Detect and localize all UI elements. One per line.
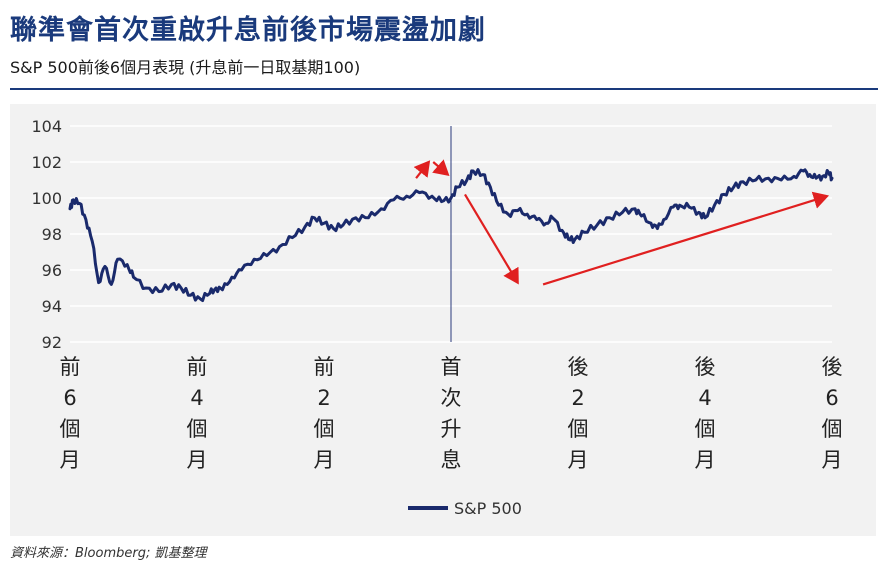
x-tick-label: 6	[825, 386, 838, 410]
sp500-series-line	[68, 168, 834, 303]
x-tick-label: 前	[60, 355, 81, 379]
x-tick-label: 月	[187, 448, 208, 472]
trend-arrow	[432, 159, 450, 177]
x-tick-label: 個	[568, 417, 589, 441]
x-tick-label: 6	[63, 386, 76, 410]
x-tick-label: 個	[314, 417, 335, 441]
x-tick-label: 息	[441, 448, 462, 472]
x-tick-label: 個	[60, 417, 81, 441]
y-tick-label: 100	[31, 189, 62, 208]
x-tick-label: 月	[822, 448, 843, 472]
y-tick-label: 104	[31, 117, 62, 136]
chart-title: 聯準會首次重啟升息前後市場震盪加劇	[10, 15, 486, 46]
y-tick-label: 102	[31, 153, 62, 172]
y-tick-label: 96	[42, 261, 62, 280]
x-tick-label: 個	[187, 417, 208, 441]
x-tick-label: 前	[314, 355, 335, 379]
x-tick-label: 升	[441, 417, 462, 441]
title-divider	[10, 88, 878, 90]
x-tick-label: 2	[317, 386, 330, 410]
x-tick-label: 次	[441, 386, 462, 410]
x-tick-label: 首	[441, 355, 462, 379]
x-tick-label: 月	[60, 448, 81, 472]
legend-label: S&P 500	[454, 499, 522, 518]
x-tick-label: 4	[190, 386, 203, 410]
x-tick-label: 月	[695, 448, 716, 472]
data-source-note: 資料來源：Bloomberg; 凱基整理	[10, 546, 207, 561]
x-tick-label: 後	[822, 355, 843, 379]
trend-arrow	[413, 160, 431, 179]
x-tick-label: 個	[822, 417, 843, 441]
x-tick-label: 月	[314, 448, 335, 472]
x-tick-label: 後	[695, 355, 716, 379]
x-tick-label: 前	[187, 355, 208, 379]
trend-arrow	[464, 193, 519, 285]
chart-subtitle: S&P 500前後6個月表現 (升息前一日取基期100)	[10, 58, 361, 77]
x-tick-label: 4	[698, 386, 711, 410]
y-tick-label: 92	[42, 333, 62, 352]
x-tick-label: 2	[571, 386, 584, 410]
x-tick-label: 後	[568, 355, 589, 379]
x-tick-label: 個	[695, 417, 716, 441]
y-tick-label: 94	[42, 297, 62, 316]
x-tick-label: 月	[568, 448, 589, 472]
y-tick-label: 98	[42, 225, 62, 244]
trend-arrow	[542, 191, 830, 286]
